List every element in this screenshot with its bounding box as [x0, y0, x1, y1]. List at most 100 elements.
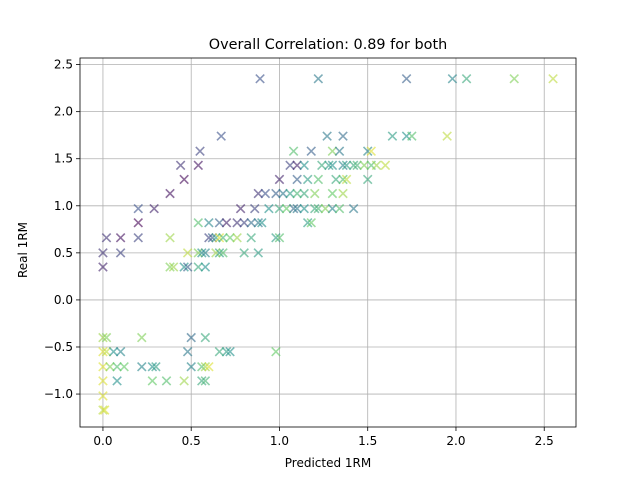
data-point: [211, 248, 221, 258]
data-point: [98, 248, 108, 258]
data-point: [98, 361, 108, 372]
data-point: [299, 160, 309, 171]
data-point: [327, 146, 338, 156]
data-point: [249, 203, 260, 214]
data-point: [115, 346, 126, 357]
data-point: [253, 188, 264, 199]
data-point: [214, 248, 225, 258]
data-point: [112, 376, 122, 386]
data-point: [193, 217, 204, 228]
y-tick-label: 2.5: [54, 58, 73, 72]
data-point: [292, 160, 302, 171]
data-point: [214, 217, 225, 228]
data-point: [239, 217, 249, 228]
data-point: [313, 73, 324, 84]
data-point: [214, 233, 225, 243]
data-point: [186, 332, 196, 343]
data-point: [221, 346, 232, 357]
data-point: [271, 233, 281, 243]
data-point: [218, 248, 228, 258]
data-point: [99, 405, 110, 415]
data-point: [338, 174, 348, 185]
data-point: [285, 188, 295, 199]
data-point: [366, 146, 377, 156]
data-point: [255, 73, 265, 84]
y-tick-label: 0.5: [54, 246, 73, 260]
data-point: [200, 376, 211, 386]
data-point: [98, 376, 108, 386]
x-tick-label: 0.0: [93, 434, 112, 448]
data-point: [225, 233, 235, 243]
data-point: [137, 332, 147, 343]
data-point: [292, 174, 302, 185]
y-tick-label: 0.0: [54, 293, 73, 307]
data-point: [274, 174, 285, 185]
data-point: [232, 217, 242, 228]
x-tick-label: 2.5: [535, 434, 554, 448]
y-tick-label: 1.0: [54, 199, 73, 213]
data-point: [197, 376, 207, 386]
data-point: [182, 346, 193, 357]
data-point: [447, 73, 458, 84]
y-tick-label: −0.5: [44, 340, 73, 354]
chart-title: Overall Correlation: 0.89 for both: [209, 37, 447, 53]
data-point: [407, 131, 417, 141]
data-point: [133, 233, 144, 243]
data-point: [281, 203, 292, 214]
data-point: [105, 361, 115, 372]
x-tick-label: 2.0: [446, 434, 465, 448]
data-point: [292, 188, 302, 199]
data-point: [288, 203, 299, 214]
data-point: [442, 131, 452, 141]
data-point: [101, 332, 112, 343]
data-point: [253, 248, 264, 258]
data-point: [292, 203, 302, 214]
data-point: [260, 188, 271, 199]
x-axis-label: Predicted 1RM: [285, 456, 371, 470]
data-point: [359, 160, 369, 171]
data-point: [341, 174, 352, 185]
data-point: [182, 248, 193, 258]
x-tick-label: 1.0: [270, 434, 289, 448]
data-point: [509, 73, 519, 84]
data-point: [348, 160, 359, 171]
data-point: [200, 262, 211, 272]
data-point: [200, 361, 211, 372]
data-point: [204, 361, 214, 372]
data-point: [348, 203, 359, 214]
data-point: [285, 160, 295, 171]
data-point: [232, 233, 242, 243]
data-point: [338, 188, 348, 199]
data-point: [334, 146, 345, 156]
data-point: [264, 203, 274, 214]
x-tick-label: 0.5: [182, 434, 201, 448]
data-point: [309, 188, 320, 199]
data-point: [216, 131, 226, 141]
data-point: [334, 203, 345, 214]
data-point: [133, 217, 144, 228]
data-point: [115, 248, 126, 258]
data-point: [239, 248, 249, 258]
data-point: [341, 160, 352, 171]
data-point: [98, 332, 108, 343]
y-tick-label: −1.0: [44, 387, 73, 401]
data-point: [338, 160, 348, 171]
data-point: [147, 376, 158, 386]
data-point: [320, 203, 331, 214]
data-point: [179, 262, 189, 272]
data-point: [98, 391, 108, 401]
data-point: [324, 160, 334, 171]
data-point: [338, 131, 348, 141]
data-point: [119, 361, 129, 372]
axes-frame: [79, 57, 577, 428]
data-point: [246, 233, 256, 243]
data-point: [548, 73, 558, 84]
data-point: [193, 160, 204, 171]
data-point: [195, 146, 205, 156]
data-point: [149, 203, 159, 214]
data-point: [101, 233, 112, 243]
data-point: [151, 361, 161, 372]
data-point: [253, 217, 264, 228]
data-point: [165, 262, 175, 272]
